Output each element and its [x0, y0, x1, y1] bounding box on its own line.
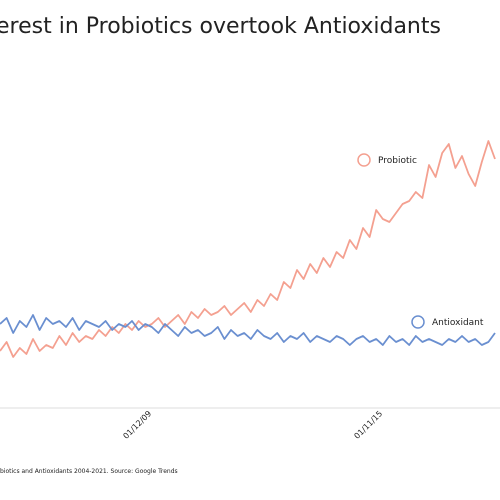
- probiotic-icon: [357, 153, 371, 167]
- x-tick-label: 01/12/09: [121, 409, 153, 441]
- antioxidant-icon: [411, 315, 425, 329]
- series-line: [0, 314, 496, 346]
- series-label: Probiotic: [378, 156, 417, 166]
- series-line: [0, 140, 496, 358]
- series-label: Antioxidant: [432, 318, 484, 328]
- source-note: biotics and Antioxidants 2004-2021. Sour…: [0, 468, 178, 475]
- chart-title: erest in Probiotics overtook Antioxidant…: [0, 14, 441, 39]
- x-tick-label: 01/11/15: [352, 409, 384, 441]
